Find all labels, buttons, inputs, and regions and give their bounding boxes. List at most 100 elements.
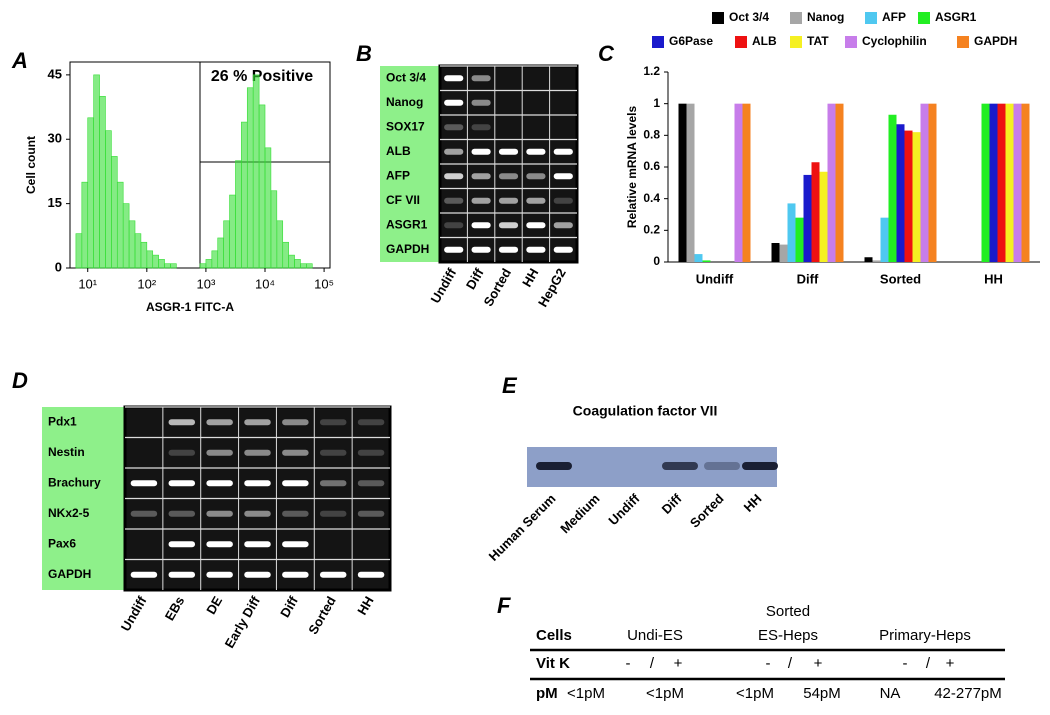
y-tick-label: 1 [653, 96, 660, 110]
y-tick-label: 15 [48, 195, 62, 210]
band [471, 246, 491, 253]
legend-label: G6Pase [669, 34, 713, 48]
lane-label: Human Serum [486, 491, 559, 564]
histogram-bar [306, 263, 313, 269]
table-header: Primary-Heps [879, 627, 971, 644]
band [168, 449, 196, 456]
lane-label: HH [741, 491, 765, 515]
band [471, 99, 491, 106]
histogram-bar [140, 241, 148, 269]
histogram-bar [211, 250, 219, 269]
bar [702, 260, 711, 262]
histogram-bar [270, 190, 278, 269]
band [357, 449, 385, 456]
bar [864, 257, 873, 262]
band [244, 541, 271, 548]
histogram-bar [241, 121, 248, 269]
band [553, 197, 573, 204]
bar [880, 217, 889, 262]
band [282, 510, 309, 517]
histogram-bar [246, 87, 254, 269]
band [282, 419, 309, 426]
band [471, 124, 491, 131]
legend-swatch [652, 36, 664, 48]
row-label: GAPDH [48, 567, 91, 581]
band [168, 571, 196, 578]
x-tick-label: Sorted [880, 271, 921, 286]
bar [779, 244, 788, 262]
row-label: AFP [386, 168, 410, 182]
bar [827, 103, 836, 263]
row-label: Pdx1 [48, 414, 77, 428]
y-axis-label: Relative mRNA levels [625, 106, 639, 229]
band [553, 148, 573, 155]
table-cell: NA [880, 685, 901, 702]
y-tick-label: 1.2 [643, 64, 660, 78]
lane-label: HepG2 [535, 266, 569, 310]
row-label: Pax6 [48, 536, 76, 550]
band [444, 75, 464, 82]
x-tick-label: 10⁴ [255, 276, 275, 291]
row-label: Vit K [536, 655, 570, 672]
lane-label: Undiff [428, 265, 460, 306]
band [357, 419, 385, 426]
blot-band [662, 462, 698, 470]
bar [997, 103, 1006, 263]
histogram-bar [264, 147, 272, 269]
histogram-bar [99, 96, 106, 269]
bar [928, 103, 937, 263]
band [206, 449, 233, 456]
bar [1005, 103, 1014, 263]
y-tick-label: 30 [48, 131, 62, 146]
histogram-bar [229, 194, 236, 269]
histogram-bar [258, 104, 266, 269]
histogram-bar [170, 263, 177, 269]
band [206, 541, 233, 548]
table-cell: - [626, 655, 631, 672]
bar [803, 174, 812, 262]
legend-swatch [865, 12, 877, 24]
table-cell: / [788, 655, 793, 672]
lane-label: Diff [277, 593, 301, 620]
histogram-bar [146, 250, 154, 269]
band [319, 510, 347, 517]
y-axis-label: Cell count [24, 136, 38, 194]
y-tick-label: 0.6 [643, 159, 660, 173]
y-tick-label: 45 [48, 66, 62, 81]
lane-label: HH [354, 594, 376, 618]
table-cell: <1pM [646, 685, 684, 702]
band [526, 173, 546, 180]
band [206, 480, 233, 487]
bar [771, 243, 780, 262]
x-tick-label: Undiff [696, 271, 734, 286]
band [444, 173, 464, 180]
row-label: pM [536, 685, 558, 702]
bar [686, 103, 695, 263]
histogram-bar [122, 203, 130, 269]
row-label: CF VII [386, 193, 420, 207]
band [319, 571, 347, 578]
table-header: Cells [536, 627, 572, 644]
row-label: NKx2-5 [48, 506, 90, 520]
band [357, 510, 385, 517]
band [471, 173, 491, 180]
x-tick-label: 10⁵ [314, 276, 334, 291]
histogram-bar [87, 117, 94, 269]
panel-label: E [502, 373, 518, 398]
band [206, 571, 233, 578]
band [444, 197, 464, 204]
bar [734, 103, 743, 263]
bar [678, 103, 687, 263]
band [553, 246, 573, 253]
band [244, 449, 271, 456]
band [498, 173, 519, 180]
band [526, 148, 546, 155]
legend-swatch [957, 36, 969, 48]
lane-label: Undiff [118, 593, 150, 634]
histogram-bar [276, 220, 284, 269]
legend-label: ALB [752, 34, 777, 48]
histogram-bar [158, 259, 165, 269]
bar [920, 103, 929, 263]
bar [912, 132, 921, 262]
legend-swatch [845, 36, 857, 48]
